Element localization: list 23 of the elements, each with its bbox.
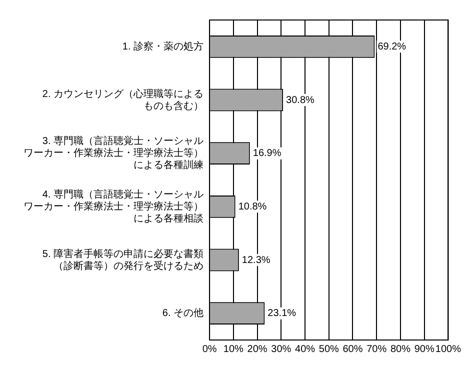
x-tick-label: 90% [414,344,434,355]
data-label: 12.3% [242,254,270,266]
data-label: 30.8% [286,94,315,106]
data-label: 16.9% [252,148,282,160]
data-label: 23.1% [268,308,296,320]
y-tick-label: 3. 専門職（言語聴覚士・ソーシャルワーカー・作業療法士・理学療法士等）による各種訓練 [18,135,204,172]
x-tick-label: 40% [295,344,316,355]
x-tick-label: 30% [271,344,292,355]
y-tick-label: 6. その他 [162,307,204,320]
x-tick-label: 10% [223,344,244,355]
y-tick-label: 5. 障害者手帳等の申請に必要な書類（診断書等）の発行を受けるため [42,248,204,272]
data-label: 10.8% [238,201,267,212]
y-tick-label: 1. 診察・薬の処方 [122,40,204,52]
x-tick-label: 50% [318,344,339,355]
x-tick-label: 80% [390,344,411,355]
data-label: 69.2% [378,41,406,52]
x-tick-label: 70% [366,344,387,355]
x-tick-label: 0% [202,344,217,355]
y-tick-label: 4. 専門職（言語聴覚士・ソーシャルワーカー・作業療法士・理学療法士等）による各種相談 [18,188,204,224]
x-tick-label: 60% [342,344,363,355]
x-tick-label: 100% [435,344,462,355]
x-tick-label: 20% [247,344,268,355]
y-tick-label: 2. カウンセリング（心理職等によるものも含む） [42,88,204,112]
